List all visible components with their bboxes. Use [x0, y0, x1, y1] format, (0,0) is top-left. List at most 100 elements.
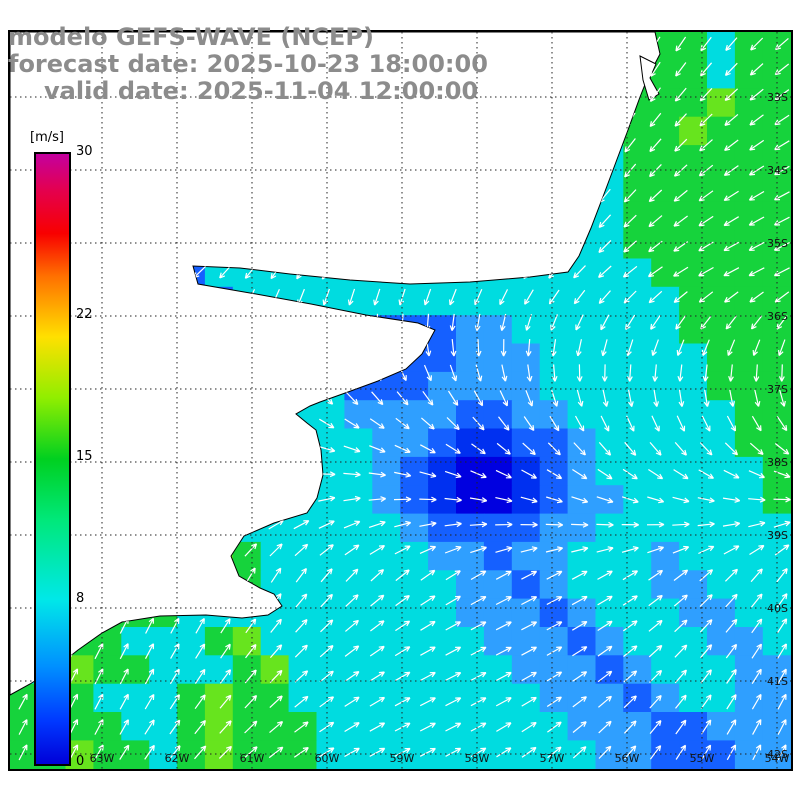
wind-arrow [423, 263, 433, 280]
wind-speed-cell [679, 201, 708, 231]
wind-arrow [649, 442, 662, 456]
wind-arrow [674, 669, 687, 684]
wind-arrow [621, 521, 639, 528]
wind-arrow [473, 390, 484, 407]
wind-speed-cell [428, 286, 457, 316]
wind-arrow [672, 545, 690, 554]
wind-arrow [318, 471, 336, 478]
wind-arrow [729, 389, 735, 407]
wind-arrow [119, 719, 129, 735]
wind-arrow [726, 694, 737, 710]
wind-arrow [393, 496, 412, 503]
wind-arrow [549, 415, 560, 432]
wind-arrow [372, 263, 382, 280]
wind-arrow [470, 596, 487, 606]
wind-arrow [751, 668, 762, 685]
lat-label: 41S [767, 675, 788, 688]
wind-arrow [496, 747, 512, 758]
valid-date: valid date: 2025-11-04 12:00:00 [44, 77, 479, 105]
wind-arrow [345, 568, 359, 582]
wind-arrow [597, 468, 613, 480]
wind-arrow [144, 668, 155, 685]
wind-arrow [774, 216, 790, 226]
wind-speed-cell [400, 570, 429, 600]
wind-arrow [243, 519, 259, 530]
wind-arrow [347, 263, 357, 280]
wind-arrow [520, 496, 538, 504]
wind-arrow [119, 744, 130, 760]
wind-arrow [420, 595, 436, 606]
wind-speed-cell [121, 627, 150, 656]
wind-speed-cell [288, 541, 318, 571]
wind-arrow [294, 695, 309, 708]
wind-arrow [320, 593, 333, 608]
wind-speed-cell [567, 655, 597, 685]
wind-arrow [674, 113, 687, 127]
lon-label: 62W [165, 752, 190, 765]
wind-arrow [748, 190, 765, 201]
wind-arrow [343, 495, 361, 502]
wind-arrow [602, 389, 609, 407]
wind-arrow [725, 37, 738, 51]
wind-arrow [523, 416, 535, 432]
wind-arrow [598, 265, 612, 278]
wind-arrow [751, 415, 762, 432]
wind-speed-cell [428, 456, 457, 486]
wind-speed-cell [567, 343, 597, 373]
wind-arrow [622, 265, 638, 278]
wind-arrow [678, 389, 685, 407]
wind-speed-cell [232, 655, 262, 685]
wind-arrow [345, 619, 359, 632]
wind-speed-cell [177, 655, 206, 685]
lat-label: 39S [767, 529, 788, 542]
wind-speed-cell [679, 740, 708, 769]
wind-arrow [501, 364, 508, 382]
wind-arrow [420, 671, 436, 682]
wind-speed-cell [121, 712, 150, 741]
wind-speed-cell [149, 712, 178, 741]
wind-arrow [749, 442, 764, 455]
wind-speed-cell [762, 627, 791, 656]
wind-speed-cell [344, 513, 373, 543]
wind-speed-cell [679, 343, 708, 373]
wind-arrow [270, 618, 282, 633]
wind-arrow [471, 443, 486, 455]
wind-arrow [368, 496, 387, 503]
wind-arrow [321, 264, 332, 280]
wind-speed-cell [567, 513, 597, 543]
wind-arrow [650, 314, 661, 330]
wind-arrow [546, 671, 563, 682]
wind-arrow [648, 569, 664, 581]
forecast-map: 63W 62W 61W 60W 59W 58W 57W 56W 55W 54W 33S 34S 35S 3… [8, 30, 793, 771]
wind-arrow [444, 521, 462, 528]
wind-arrow [754, 389, 761, 407]
wind-speed-cell [372, 456, 401, 486]
wind-arrow [749, 63, 764, 76]
wind-arrow [751, 643, 762, 659]
wind-arrow [573, 214, 586, 229]
wind-speed-cell [567, 371, 597, 401]
wind-arrow [268, 746, 284, 759]
wind-arrow [623, 214, 637, 228]
wind-arrow [245, 592, 256, 609]
wind-arrow [292, 495, 310, 503]
wind-speed-cell [483, 712, 513, 741]
wind-arrow [495, 596, 512, 606]
wind-speed-cell [260, 627, 290, 656]
wind-speed-cell [567, 627, 597, 656]
wind-arrow [672, 496, 690, 504]
wind-arrow [370, 569, 385, 582]
wind-speed-cell [734, 570, 764, 600]
wind-arrow [169, 745, 181, 760]
wind-arrow [445, 722, 462, 732]
wind-arrow [749, 291, 764, 303]
wind-arrow [445, 621, 461, 631]
wind-arrow [596, 521, 614, 528]
wind-arrow [573, 265, 586, 279]
wind-arrow [470, 470, 487, 479]
wind-arrow [293, 747, 309, 758]
wind-arrow [425, 339, 432, 357]
wind-arrow [419, 521, 437, 527]
wind-speed-cell [707, 655, 736, 685]
